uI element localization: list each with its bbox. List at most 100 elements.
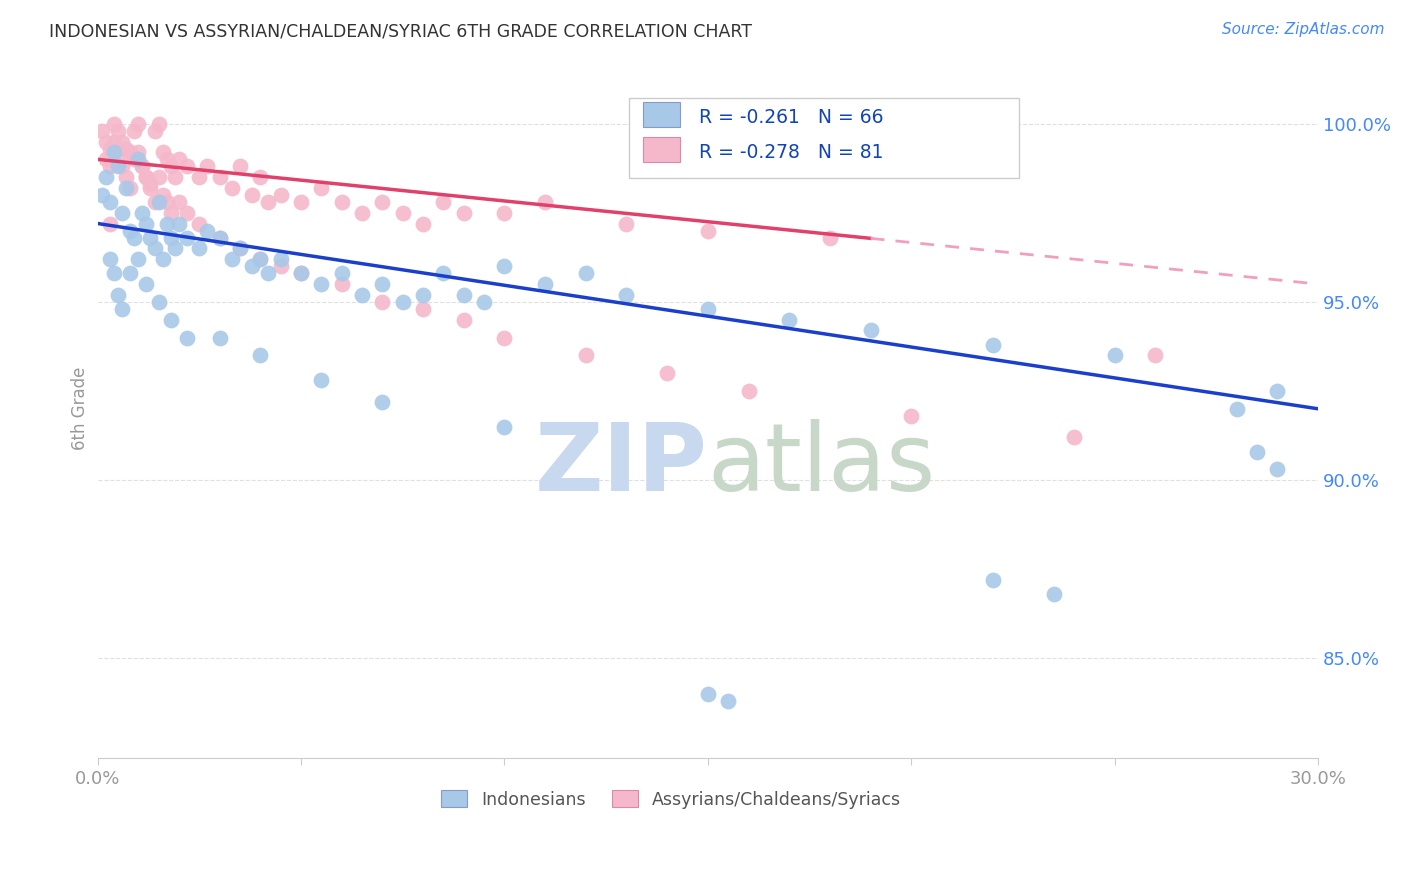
Point xyxy=(472,294,495,309)
Point xyxy=(120,266,142,280)
Point xyxy=(290,266,312,280)
Text: R = -0.261   N = 66: R = -0.261 N = 66 xyxy=(699,108,884,127)
Point xyxy=(249,170,271,185)
Point xyxy=(534,277,557,291)
Point xyxy=(1226,401,1249,416)
Point xyxy=(152,145,174,160)
Point xyxy=(270,188,292,202)
Point xyxy=(188,170,211,185)
Point xyxy=(494,330,516,344)
Point xyxy=(1063,430,1085,444)
Point xyxy=(111,160,134,174)
Point xyxy=(156,153,179,167)
Point xyxy=(103,135,125,149)
Point xyxy=(135,170,157,185)
Point xyxy=(143,195,166,210)
Point xyxy=(249,252,271,267)
Point xyxy=(221,252,243,267)
Point xyxy=(148,117,170,131)
Point xyxy=(94,170,117,185)
Point xyxy=(90,188,112,202)
Point xyxy=(240,188,263,202)
Point xyxy=(197,224,219,238)
Point xyxy=(229,242,252,256)
Point xyxy=(696,224,718,238)
Point xyxy=(221,181,243,195)
Point xyxy=(98,142,121,156)
Point xyxy=(412,217,434,231)
Point xyxy=(1104,348,1126,362)
Point xyxy=(208,170,231,185)
Point xyxy=(94,153,117,167)
Point xyxy=(98,195,121,210)
Point xyxy=(176,206,198,220)
Point xyxy=(859,323,882,337)
Point xyxy=(131,206,153,220)
FancyBboxPatch shape xyxy=(628,98,1019,178)
Text: INDONESIAN VS ASSYRIAN/CHALDEAN/SYRIAC 6TH GRADE CORRELATION CHART: INDONESIAN VS ASSYRIAN/CHALDEAN/SYRIAC 6… xyxy=(49,22,752,40)
Point xyxy=(818,231,841,245)
Point xyxy=(120,224,142,238)
Point xyxy=(107,153,129,167)
Point xyxy=(494,419,516,434)
Point xyxy=(139,231,162,245)
Y-axis label: 6th Grade: 6th Grade xyxy=(72,368,89,450)
Point xyxy=(156,217,179,231)
Point xyxy=(778,312,800,326)
Point xyxy=(1267,384,1289,398)
Point xyxy=(391,206,413,220)
Point xyxy=(94,135,117,149)
Bar xyxy=(643,103,679,128)
Point xyxy=(432,195,454,210)
Point xyxy=(188,242,211,256)
Point xyxy=(391,294,413,309)
Point xyxy=(657,366,679,380)
Point xyxy=(330,266,353,280)
Point xyxy=(127,117,149,131)
Point xyxy=(139,181,162,195)
Point xyxy=(257,266,280,280)
Point xyxy=(270,260,292,274)
Point xyxy=(103,117,125,131)
Point xyxy=(127,153,149,167)
Point xyxy=(159,231,181,245)
Point xyxy=(290,195,312,210)
Point xyxy=(696,687,718,701)
Point xyxy=(494,260,516,274)
Point xyxy=(257,195,280,210)
Point xyxy=(159,160,181,174)
Point xyxy=(290,266,312,280)
Point xyxy=(159,312,181,326)
Point xyxy=(143,242,166,256)
Point xyxy=(1267,462,1289,476)
Point xyxy=(176,330,198,344)
Point xyxy=(371,277,394,291)
Point xyxy=(98,217,121,231)
Point xyxy=(453,206,475,220)
Point xyxy=(103,266,125,280)
Point xyxy=(131,160,153,174)
Point xyxy=(412,287,434,301)
Point xyxy=(156,195,179,210)
Point xyxy=(494,206,516,220)
Legend: Indonesians, Assyrians/Chaldeans/Syriacs: Indonesians, Assyrians/Chaldeans/Syriacs xyxy=(434,783,908,815)
Point xyxy=(311,181,333,195)
Point xyxy=(167,153,190,167)
Point xyxy=(152,188,174,202)
Point xyxy=(148,294,170,309)
Point xyxy=(311,373,333,387)
Text: ZIP: ZIP xyxy=(534,418,707,510)
Point xyxy=(115,181,138,195)
Point xyxy=(208,231,231,245)
Point xyxy=(208,231,231,245)
Point xyxy=(412,301,434,316)
Point xyxy=(981,337,1004,351)
Point xyxy=(350,287,373,301)
Point xyxy=(103,145,125,160)
Point xyxy=(1144,348,1167,362)
Point xyxy=(575,266,598,280)
Text: Source: ZipAtlas.com: Source: ZipAtlas.com xyxy=(1222,22,1385,37)
Point xyxy=(432,266,454,280)
Point xyxy=(176,231,198,245)
Point xyxy=(229,160,252,174)
